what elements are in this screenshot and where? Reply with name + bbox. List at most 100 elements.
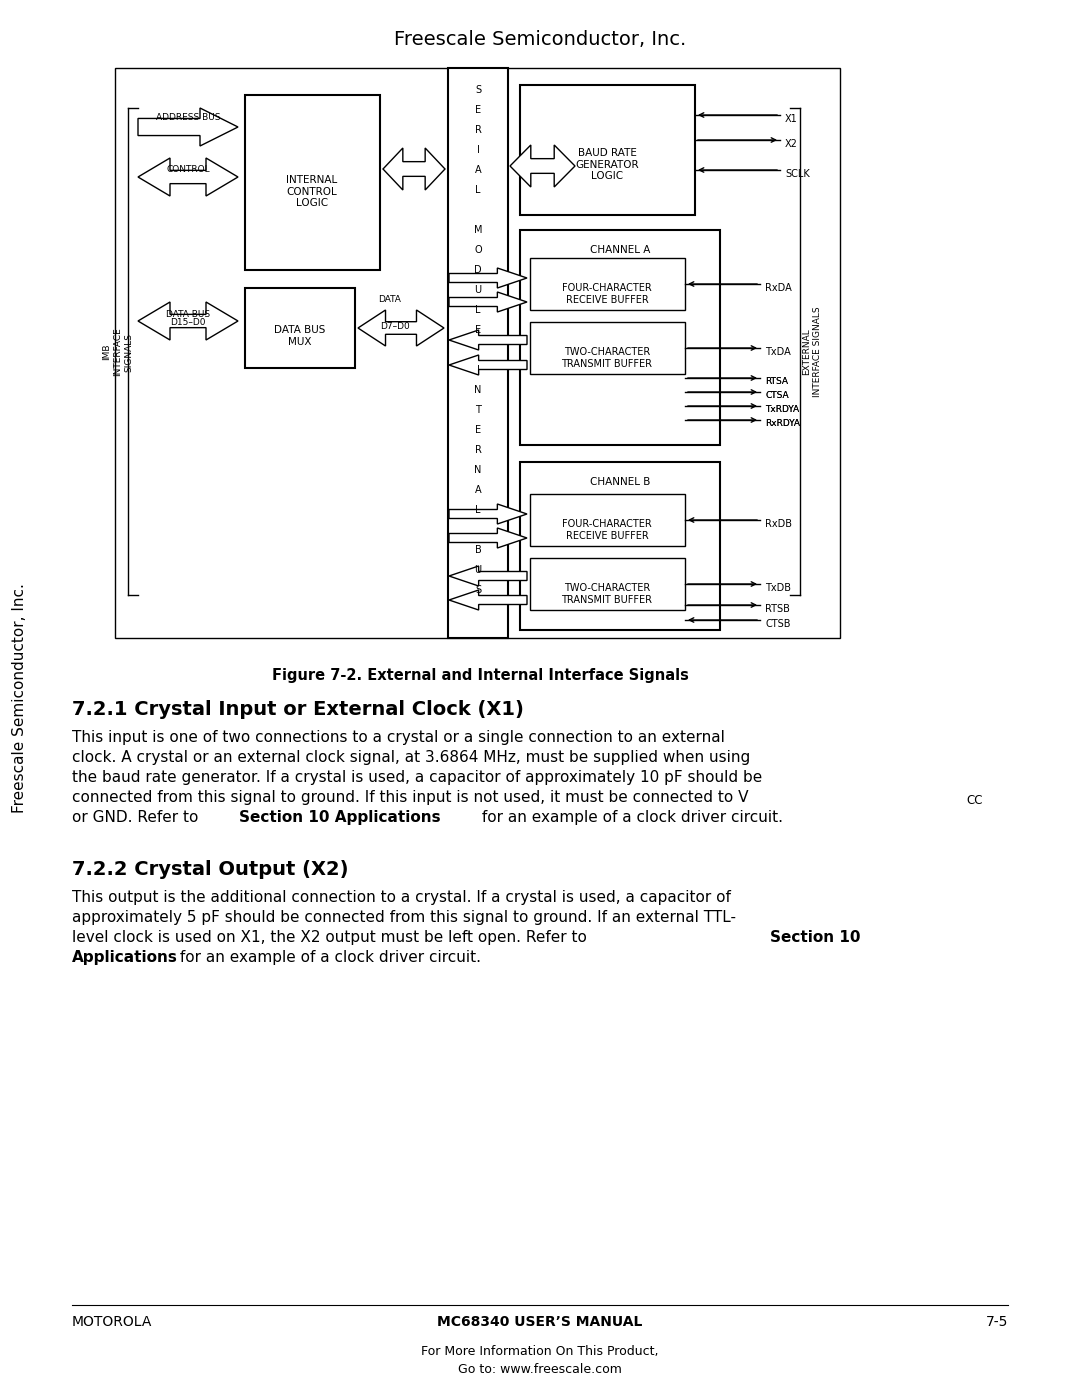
Text: ADDRESS BUS: ADDRESS BUS (156, 113, 220, 123)
Text: CC: CC (966, 793, 983, 807)
Text: TWO-CHARACTER
TRANSMIT BUFFER: TWO-CHARACTER TRANSMIT BUFFER (562, 346, 652, 369)
Text: A: A (475, 485, 482, 495)
Text: N: N (474, 386, 482, 395)
Text: A: A (475, 165, 482, 175)
Bar (245, 288, 355, 367)
Text: L: L (475, 184, 481, 196)
Text: E: E (475, 105, 481, 115)
Bar (448, 68, 508, 638)
Text: I: I (476, 365, 480, 374)
Text: This input is one of two connections to a crystal or a single connection to an e: This input is one of two connections to … (72, 731, 725, 745)
Polygon shape (449, 504, 527, 524)
Text: R: R (474, 124, 482, 136)
Text: IMB
INTERFACE
SIGNALS: IMB INTERFACE SIGNALS (103, 328, 134, 376)
Bar (245, 95, 380, 270)
Text: M: M (474, 225, 483, 235)
Polygon shape (449, 330, 527, 351)
Text: TxRDYA: TxRDYA (765, 405, 799, 414)
Text: TxDA: TxDA (765, 346, 791, 358)
Bar (519, 462, 720, 630)
Text: D7–D0: D7–D0 (380, 321, 410, 331)
Text: CHANNEL B: CHANNEL B (590, 476, 650, 488)
Text: D: D (474, 265, 482, 275)
Polygon shape (383, 148, 445, 190)
Text: approximately 5 pF should be connected from this signal to ground. If an externa: approximately 5 pF should be connected f… (72, 909, 735, 925)
Polygon shape (449, 292, 527, 312)
Text: DATA BUS: DATA BUS (166, 310, 211, 319)
Text: X2: X2 (785, 138, 798, 149)
Text: DATA: DATA (379, 295, 402, 305)
Text: CTSA: CTSA (765, 391, 788, 400)
Text: FOUR-CHARACTER
RECEIVE BUFFER: FOUR-CHARACTER RECEIVE BUFFER (562, 520, 652, 541)
Text: L: L (475, 305, 481, 314)
Text: 7-5: 7-5 (986, 1315, 1008, 1329)
Text: RTSB: RTSB (765, 604, 789, 615)
Bar (530, 557, 685, 610)
Bar (530, 258, 685, 310)
Text: clock. A crystal or an external clock signal, at 3.6864 MHz, must be supplied wh: clock. A crystal or an external clock si… (72, 750, 751, 766)
Text: T: T (475, 405, 481, 415)
Polygon shape (138, 108, 238, 147)
Bar (530, 321, 685, 374)
Text: U: U (474, 285, 482, 295)
Text: I: I (476, 145, 480, 155)
Text: S: S (475, 585, 481, 595)
Text: RxRDYA: RxRDYA (765, 419, 800, 427)
Text: RTSA: RTSA (765, 377, 788, 386)
Polygon shape (449, 355, 527, 374)
Bar (519, 85, 696, 215)
Polygon shape (449, 268, 527, 288)
Polygon shape (510, 145, 575, 187)
Text: Freescale Semiconductor, Inc.: Freescale Semiconductor, Inc. (394, 29, 686, 49)
Text: TxRDYA: TxRDYA (765, 405, 799, 414)
Text: or GND. Refer to: or GND. Refer to (72, 810, 203, 826)
Text: U: U (474, 564, 482, 576)
Text: This output is the additional connection to a crystal. If a crystal is used, a c: This output is the additional connection… (72, 890, 731, 905)
Text: Applications: Applications (72, 950, 178, 965)
Polygon shape (449, 590, 527, 610)
Text: MOTOROLA: MOTOROLA (72, 1315, 152, 1329)
Text: DATA BUS
MUX: DATA BUS MUX (274, 326, 326, 346)
Text: L: L (475, 504, 481, 515)
Text: RxDA: RxDA (765, 284, 792, 293)
Text: Section 10 Applications: Section 10 Applications (239, 810, 441, 826)
Polygon shape (138, 158, 238, 196)
Text: level clock is used on X1, the X2 output must be left open. Refer to: level clock is used on X1, the X2 output… (72, 930, 592, 944)
Bar (530, 495, 685, 546)
Text: for an example of a clock driver circuit.: for an example of a clock driver circuit… (175, 950, 481, 965)
Polygon shape (449, 566, 527, 585)
Text: 7.2.2 Crystal Output (X2): 7.2.2 Crystal Output (X2) (72, 861, 349, 879)
Text: Figure 7-2. External and Internal Interface Signals: Figure 7-2. External and Internal Interf… (271, 668, 688, 683)
Text: TxDB: TxDB (765, 583, 791, 592)
Polygon shape (357, 310, 444, 346)
Text: B: B (474, 545, 482, 555)
Text: D15–D0: D15–D0 (171, 319, 206, 327)
Text: the baud rate generator. If a crystal is used, a capacitor of approximately 10 p: the baud rate generator. If a crystal is… (72, 770, 762, 785)
Text: BAUD RATE
GENERATOR
LOGIC: BAUD RATE GENERATOR LOGIC (576, 148, 638, 182)
Text: FOUR-CHARACTER
RECEIVE BUFFER: FOUR-CHARACTER RECEIVE BUFFER (562, 284, 652, 305)
Bar (519, 231, 720, 446)
Text: X1: X1 (785, 115, 798, 124)
Polygon shape (449, 528, 527, 548)
Text: Go to: www.freescale.com: Go to: www.freescale.com (458, 1363, 622, 1376)
Text: CTSA: CTSA (765, 391, 788, 400)
Text: Section 10: Section 10 (770, 930, 861, 944)
Text: RxDB: RxDB (765, 520, 792, 529)
Text: TWO-CHARACTER
TRANSMIT BUFFER: TWO-CHARACTER TRANSMIT BUFFER (562, 583, 652, 605)
Text: for an example of a clock driver circuit.: for an example of a clock driver circuit… (477, 810, 783, 826)
Text: 7.2.1 Crystal Input or External Clock (X1): 7.2.1 Crystal Input or External Clock (X… (72, 700, 524, 719)
Text: For More Information On This Product,: For More Information On This Product, (421, 1345, 659, 1358)
Text: N: N (474, 465, 482, 475)
Bar (114, 68, 840, 638)
Text: R: R (474, 446, 482, 455)
Polygon shape (138, 302, 238, 339)
Text: RTSA: RTSA (765, 377, 788, 386)
Text: CHANNEL A: CHANNEL A (590, 244, 650, 256)
Text: INTERNAL
CONTROL
LOGIC: INTERNAL CONTROL LOGIC (286, 175, 338, 208)
Text: MC68340 USER’S MANUAL: MC68340 USER’S MANUAL (437, 1315, 643, 1329)
Text: S: S (475, 85, 481, 95)
Text: CONTROL: CONTROL (166, 165, 210, 175)
Text: EXTERNAL
INTERFACE SIGNALS: EXTERNAL INTERFACE SIGNALS (802, 307, 822, 397)
Text: E: E (475, 326, 481, 335)
Text: connected from this signal to ground. If this input is not used, it must be conn: connected from this signal to ground. If… (72, 789, 748, 805)
